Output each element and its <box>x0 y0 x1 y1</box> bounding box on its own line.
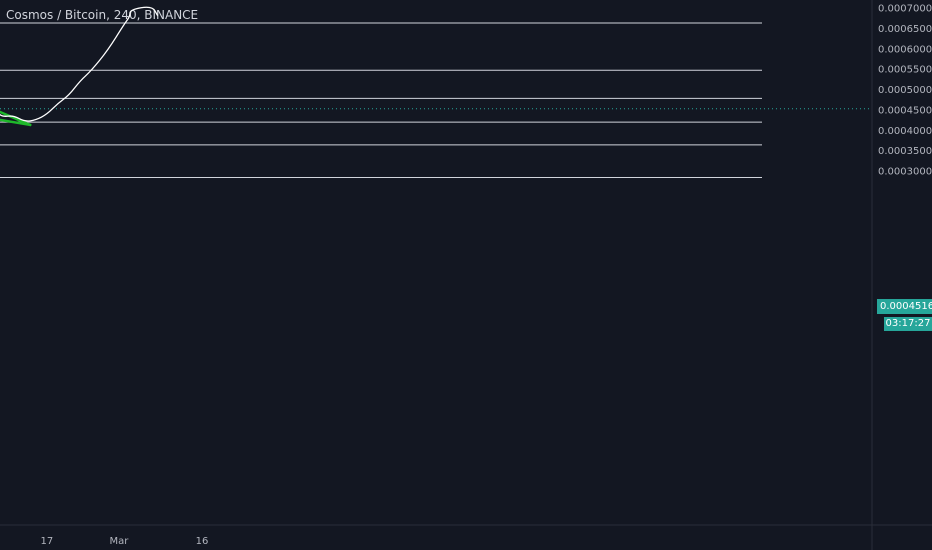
x-tick-label-7: 17 <box>40 536 53 547</box>
current-price-badge: 0.0004516 <box>877 299 932 314</box>
y-tick-label-3: 0.0005500 <box>878 65 932 76</box>
y-tick-label-5: 0.0004500 <box>878 105 932 116</box>
trendline-0 <box>0 110 32 127</box>
y-tick-label-8: 0.0003000 <box>878 167 932 178</box>
x-tick-label-9: 16 <box>196 536 209 547</box>
y-tick-label-7: 0.0003500 <box>878 146 932 157</box>
y-tick-label-4: 0.0005000 <box>878 85 932 96</box>
projection-path <box>0 6 159 122</box>
y-tick-label-1: 0.0006500 <box>878 24 932 35</box>
y-tick-label-6: 0.0004000 <box>878 126 932 137</box>
chart-title: Cosmos / Bitcoin, 240, BINANCE <box>6 8 199 22</box>
x-tick-label-8: Mar <box>109 536 129 547</box>
countdown-badge: 03:17:27 <box>884 317 932 331</box>
y-tick-label-2: 0.0006000 <box>878 44 932 55</box>
y-tick-label-0: 0.0007000 <box>878 4 932 15</box>
